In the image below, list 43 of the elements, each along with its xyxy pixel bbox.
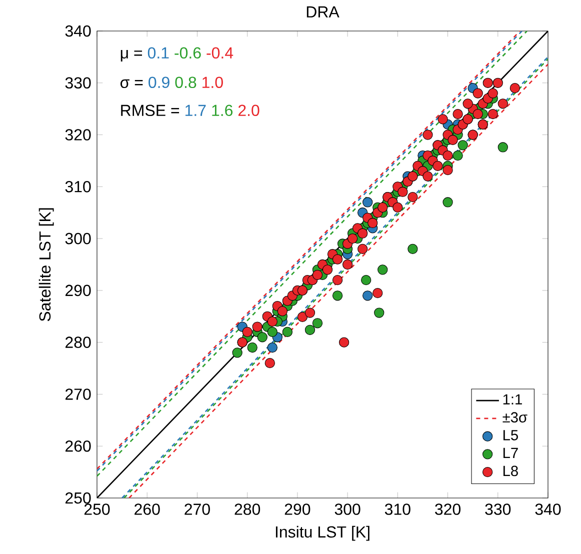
annotation: 2.0 bbox=[238, 104, 260, 116]
y-tick-label: 320 bbox=[65, 129, 91, 140]
x-axis-title: Insitu LST [K] bbox=[276, 526, 370, 541]
y-tick-label: 280 bbox=[66, 336, 91, 348]
annotation: 1.6 bbox=[212, 104, 233, 116]
point bbox=[362, 197, 373, 208]
legend-label: ±3σ bbox=[502, 412, 528, 423]
y-tick-label: 330 bbox=[65, 77, 91, 89]
y-axis-title: Satellite LST [K] bbox=[38, 208, 54, 322]
x-tick-label: 290 bbox=[284, 504, 310, 515]
legend-label: 1:1 bbox=[503, 394, 522, 404]
point bbox=[362, 290, 373, 301]
annotation: 0.8 bbox=[175, 76, 196, 88]
legend-label: L8 bbox=[503, 466, 518, 476]
x-tick-label: 330 bbox=[485, 504, 511, 515]
y-tick-label: 260 bbox=[66, 440, 91, 452]
point bbox=[267, 342, 278, 353]
y-tick-label: 310 bbox=[65, 181, 91, 192]
y-tick-label: 340 bbox=[65, 25, 91, 37]
x-tick-label: 340 bbox=[535, 504, 561, 515]
annotation: 0.9 bbox=[148, 76, 170, 88]
annotation: 1.0 bbox=[202, 76, 223, 88]
annotation: 0.1 bbox=[148, 47, 169, 59]
x-tick-label: 280 bbox=[234, 504, 260, 515]
y-tick-label: 270 bbox=[66, 388, 91, 400]
y-tick-label: 250 bbox=[66, 492, 91, 504]
x-tick-label: 260 bbox=[134, 504, 160, 515]
y-tick-label: 300 bbox=[65, 232, 91, 244]
x-tick-label: 270 bbox=[184, 504, 210, 515]
x-tick-label: 250 bbox=[84, 504, 110, 515]
annotation: RMSE = bbox=[121, 104, 180, 116]
legend-label: L7 bbox=[503, 448, 518, 458]
annotation: -0.6 bbox=[174, 47, 201, 59]
y-tick-label: 290 bbox=[66, 284, 91, 296]
annotation: -0.4 bbox=[206, 47, 234, 59]
annotation: 1.7 bbox=[185, 104, 206, 116]
annotation: μ = bbox=[120, 50, 142, 62]
annotation: σ = bbox=[120, 79, 143, 88]
x-tick-label: 320 bbox=[435, 504, 460, 515]
x-tick-label: 310 bbox=[384, 504, 410, 515]
chart-title: DRA bbox=[306, 6, 340, 18]
x-tick-label: 300 bbox=[334, 504, 360, 515]
legend-label: L5 bbox=[503, 430, 518, 440]
